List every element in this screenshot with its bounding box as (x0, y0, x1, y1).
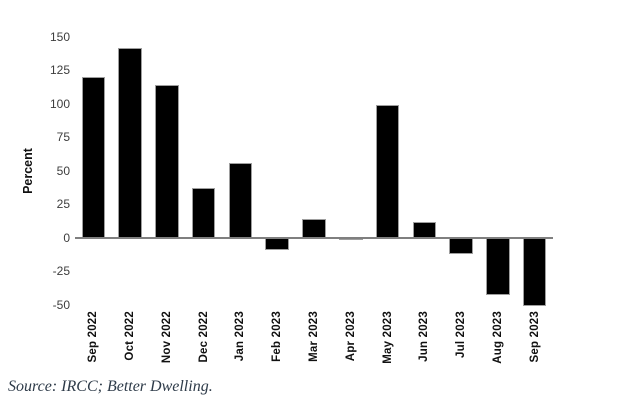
source-text: Source: IRCC; Better Dwelling. (8, 378, 213, 395)
y-tick-label: 125 (49, 63, 70, 78)
bar-jun-2023 (412, 221, 437, 238)
x-tick-label: Sep 2023 (528, 311, 541, 363)
y-tick-label: 75 (56, 130, 70, 145)
bar-oct-2022 (118, 47, 142, 238)
y-tick-label: -50 (52, 297, 70, 312)
x-tick-label: Jul 2023 (455, 311, 468, 358)
bar-feb-2023 (265, 237, 289, 250)
x-tick-label: May 2023 (381, 311, 394, 364)
bar-jul-2023 (449, 237, 473, 254)
x-tick-label: Oct 2022 (124, 311, 137, 361)
x-tick-label: Dec 2022 (197, 311, 210, 363)
y-tick-label: 0 (63, 230, 70, 245)
y-tick-label: 150 (49, 30, 70, 44)
bar-nov-2022 (155, 85, 179, 238)
y-tick-label: 50 (56, 163, 70, 178)
x-tick-label: Aug 2023 (491, 311, 504, 364)
bar-dec-2022 (191, 188, 216, 238)
y-tick-label: 100 (49, 96, 70, 111)
x-tick-label: Jun 2023 (418, 311, 431, 362)
x-tick-label: Mar 2023 (308, 311, 320, 362)
y-tick-label: 25 (56, 197, 70, 212)
bar-may-2023 (375, 105, 400, 238)
x-tick-label: Apr 2023 (344, 311, 357, 362)
bar-jan-2023 (228, 162, 253, 238)
x-tick-label: Nov 2022 (160, 311, 173, 364)
bar-mar-2023 (302, 218, 326, 238)
bar-sep-2023 (522, 237, 547, 306)
y-tick-label: -25 (52, 264, 70, 279)
zero-axis-line (75, 237, 553, 240)
x-tick-label: Jan 2023 (234, 311, 247, 362)
x-tick-label: Feb 2023 (271, 311, 284, 362)
x-tick-label: Sep 2022 (87, 311, 100, 363)
bar-sep-2022 (81, 77, 106, 238)
bar-aug-2023 (486, 237, 510, 296)
